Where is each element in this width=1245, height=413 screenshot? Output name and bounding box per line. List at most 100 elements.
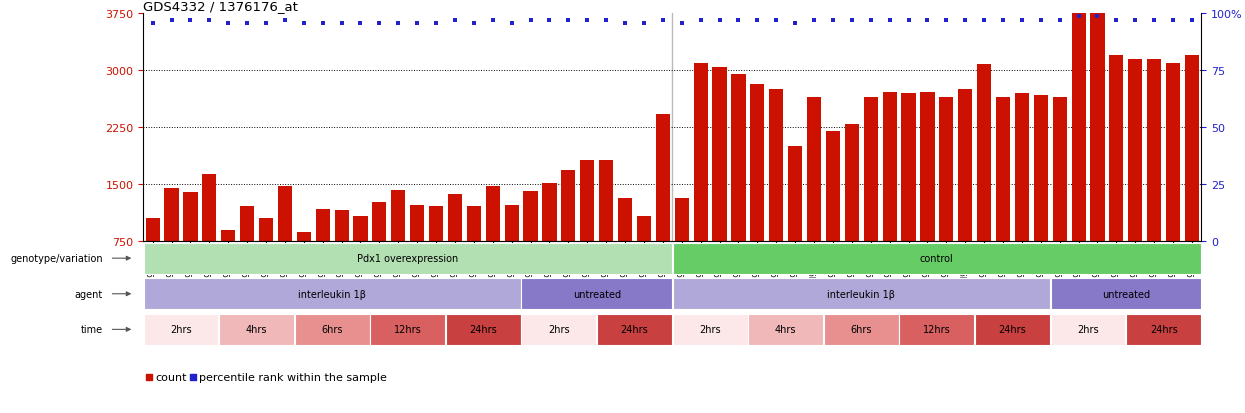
Point <box>747 18 767 25</box>
Text: 6hrs: 6hrs <box>321 325 342 335</box>
Bar <box>1091 14 1104 298</box>
Bar <box>1127 314 1201 345</box>
Point <box>464 20 484 27</box>
Bar <box>883 93 896 298</box>
Point <box>615 20 635 27</box>
Bar <box>599 161 614 298</box>
Point <box>143 20 163 27</box>
Bar <box>598 314 672 345</box>
Point <box>331 20 351 27</box>
Text: genotype/variation: genotype/variation <box>10 254 102 263</box>
Point <box>162 18 182 25</box>
Text: 24hrs: 24hrs <box>620 325 649 335</box>
Point <box>652 18 672 25</box>
Point <box>1144 18 1164 25</box>
Text: 4hrs: 4hrs <box>245 325 268 335</box>
Bar <box>143 243 672 274</box>
Bar <box>672 278 1050 310</box>
Bar <box>410 205 425 298</box>
Bar <box>731 75 746 298</box>
Bar <box>143 314 218 345</box>
Bar <box>295 314 370 345</box>
Bar <box>504 205 519 298</box>
Bar <box>1147 60 1162 298</box>
Bar <box>1072 14 1086 298</box>
Point <box>804 18 824 25</box>
Bar <box>335 211 349 298</box>
Text: 12hrs: 12hrs <box>923 325 951 335</box>
Bar <box>920 93 935 298</box>
Point <box>974 18 994 25</box>
Point <box>578 18 598 25</box>
Text: 2hrs: 2hrs <box>1077 325 1099 335</box>
Point <box>426 20 446 27</box>
Bar <box>977 65 991 298</box>
Bar <box>807 98 822 298</box>
Text: GDS4332 / 1376176_at: GDS4332 / 1376176_at <box>143 0 298 13</box>
Point <box>823 18 843 25</box>
Bar <box>391 190 406 298</box>
Bar <box>1051 314 1125 345</box>
Text: 24hrs: 24hrs <box>998 325 1026 335</box>
Point <box>370 20 390 27</box>
Bar <box>278 186 293 298</box>
Text: 2hrs: 2hrs <box>548 325 570 335</box>
Point <box>1107 18 1127 25</box>
Bar <box>430 206 443 298</box>
Bar <box>1033 95 1048 298</box>
Text: count: count <box>156 373 187 382</box>
Point <box>786 20 806 27</box>
Bar <box>712 67 727 298</box>
Bar <box>1167 64 1180 298</box>
Text: 2hrs: 2hrs <box>700 325 721 335</box>
Bar <box>580 161 594 298</box>
Bar <box>864 98 878 298</box>
Text: 12hrs: 12hrs <box>393 325 422 335</box>
Point <box>388 20 408 27</box>
Point <box>1068 13 1088 20</box>
Bar <box>372 203 386 298</box>
Bar <box>316 210 330 298</box>
Text: untreated: untreated <box>573 289 621 299</box>
Bar <box>1051 278 1201 310</box>
Point <box>275 18 295 25</box>
Point <box>1031 18 1051 25</box>
Bar <box>561 171 575 298</box>
Bar <box>1185 56 1199 298</box>
Text: interleukin 1β: interleukin 1β <box>298 289 366 299</box>
Text: percentile rank within the sample: percentile rank within the sample <box>199 373 387 382</box>
Point <box>955 18 975 25</box>
Bar <box>222 230 235 298</box>
Bar <box>675 198 688 298</box>
Point <box>502 20 522 27</box>
Bar <box>259 218 273 298</box>
Point <box>483 18 503 25</box>
Point <box>237 20 256 27</box>
Bar <box>202 174 217 298</box>
Point <box>139 374 159 381</box>
Point <box>899 18 919 25</box>
Bar <box>522 278 672 310</box>
Bar <box>751 85 764 298</box>
Point <box>407 20 427 27</box>
Bar <box>1109 56 1123 298</box>
Point <box>596 18 616 25</box>
Bar <box>825 132 840 298</box>
Bar <box>901 94 915 298</box>
Bar <box>672 243 1201 274</box>
Bar <box>467 206 481 298</box>
Bar <box>975 314 1050 345</box>
Bar <box>769 90 783 298</box>
Bar <box>354 216 367 298</box>
Point <box>634 20 654 27</box>
Point <box>444 18 464 25</box>
Text: control: control <box>920 254 954 263</box>
Point <box>918 18 937 25</box>
Point <box>218 20 238 27</box>
Text: interleukin 1β: interleukin 1β <box>827 289 895 299</box>
Bar <box>183 192 198 298</box>
Bar <box>845 124 859 298</box>
Bar <box>486 186 499 298</box>
Point <box>691 18 711 25</box>
Point <box>842 18 862 25</box>
